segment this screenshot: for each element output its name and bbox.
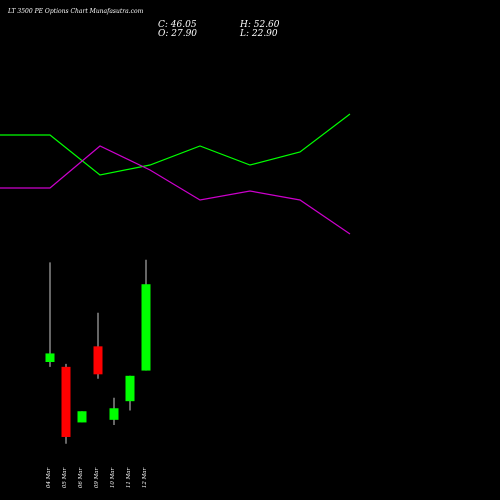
indicator-line — [0, 113, 351, 176]
x-tick-label: 04 Mar — [46, 467, 52, 488]
open-value: O: 27.90 — [158, 29, 198, 39]
x-tick-label: 12 Mar — [142, 467, 148, 488]
x-tick-label: 10 Mar — [110, 467, 116, 488]
x-tick-label: 11 Mar — [126, 467, 132, 488]
candle-body — [109, 408, 119, 420]
candle-body — [125, 375, 135, 402]
chart-title: LT 3500 PE Options Chart Munafasutra.com — [8, 8, 144, 15]
candle-body — [45, 353, 55, 363]
x-axis-labels: 04 Mar 05 Mar 06 Mar 09 Mar 10 Mar 11 Mar 12 M… — [46, 467, 148, 488]
x-tick-label: 06 Mar — [78, 467, 84, 488]
indicator-line — [0, 145, 351, 235]
close-value: C: 46.05 — [158, 20, 197, 30]
low-value: L: 22.90 — [240, 29, 278, 39]
candle-body — [141, 284, 151, 371]
high-value: H: 52.60 — [240, 20, 280, 30]
candle-body — [61, 366, 71, 437]
x-tick-label: 09 Mar — [94, 467, 100, 488]
indicator-lines — [0, 113, 351, 235]
x-tick-label: 05 Mar — [62, 467, 68, 488]
candlestick-series — [45, 259, 151, 444]
candle-body — [77, 411, 87, 423]
candle-body — [93, 346, 103, 375]
